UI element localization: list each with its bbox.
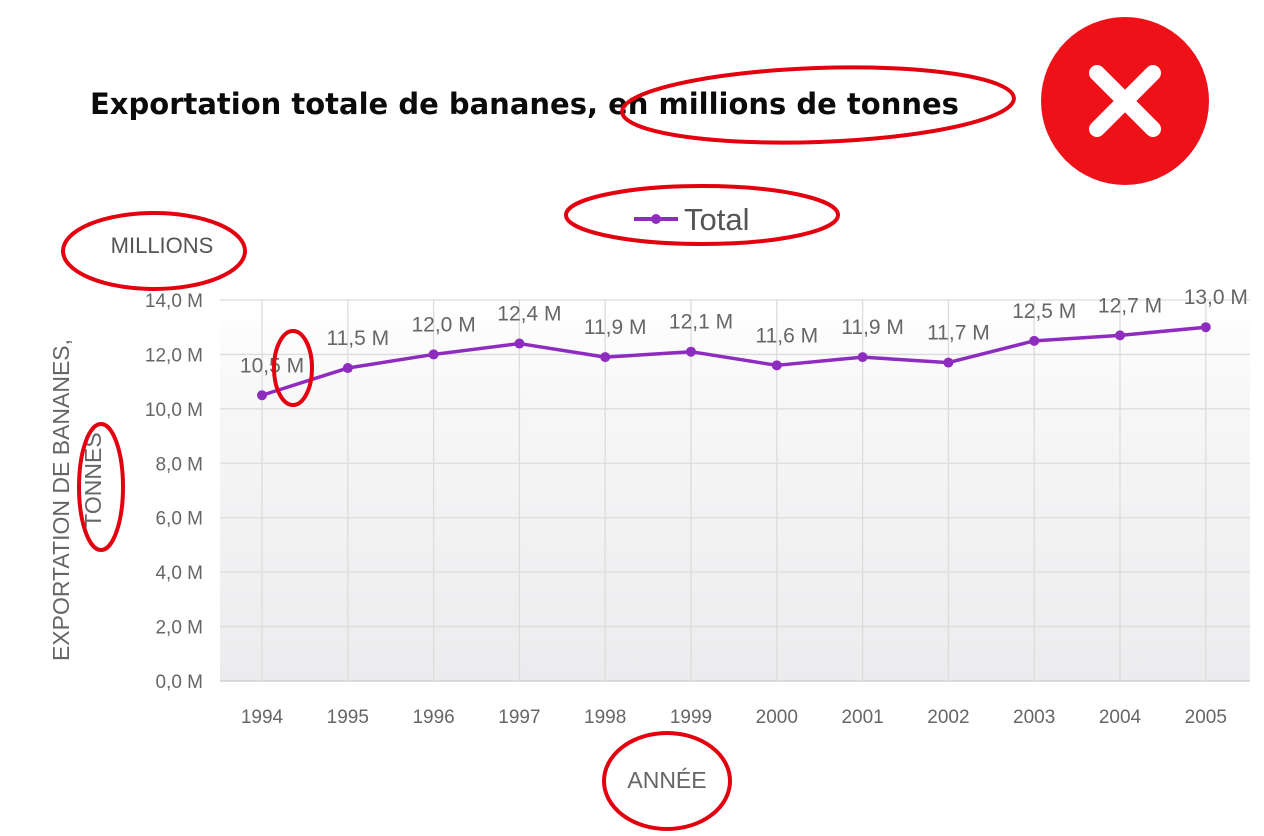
data-label: 13,0 M — [1184, 286, 1248, 309]
y-axis-title-line1: EXPORTATION DE BANANES, — [48, 339, 74, 661]
x-tick-label: 1994 — [241, 707, 284, 728]
annotation-ellipse-title-unit — [620, 65, 1016, 145]
annotation-ellipse-unit-label — [61, 211, 247, 291]
y-tick-label: 6,0 M — [155, 509, 203, 530]
legend-swatch-dot — [651, 214, 661, 224]
close-icon — [1089, 65, 1161, 137]
x-tick-label: 2003 — [1013, 707, 1055, 728]
data-label: 12,7 M — [1098, 294, 1162, 317]
data-point — [771, 360, 782, 371]
x-tick-labels: 1994 1995 1996 1997 1998 1999 2000 2001 2002 2003… — [241, 707, 1227, 728]
y-axis-title: EXPORTATION DE BANANES, TONNES — [48, 339, 106, 661]
y-tick-label: 8,0 M — [155, 454, 203, 475]
data-label: 12,0 M — [411, 313, 475, 336]
data-point — [686, 346, 696, 357]
y-tick-label: 10,0 M — [145, 400, 203, 421]
data-point — [342, 363, 353, 374]
data-label: 12,1 M — [669, 311, 733, 334]
data-labels: 10,5 M 11,5 M 12,0 M 12,4 M 11,9 M 12,1 M 11,6… — [240, 286, 1248, 377]
series-layer — [257, 322, 1211, 401]
correction-annotations — [61, 65, 1016, 831]
data-point — [1115, 330, 1125, 341]
data-label: 11,7 M — [927, 322, 990, 345]
x-tick-label: 1995 — [327, 707, 369, 728]
data-label: 11,6 M — [755, 324, 818, 347]
x-tick-label: 2000 — [756, 707, 798, 728]
x-tick-label: 2004 — [1099, 707, 1142, 728]
y-tick-label: 12,0 M — [145, 345, 203, 366]
data-point — [1029, 335, 1040, 346]
data-point — [943, 357, 954, 368]
unit-label: MILLIONS — [111, 233, 214, 258]
annotation-ellipse-legend — [564, 184, 840, 246]
series-line — [260, 325, 1208, 397]
data-label: 10,5 M — [240, 354, 304, 377]
y-tick-label: 0,0 M — [155, 672, 203, 693]
data-label: 11,9 M — [584, 316, 647, 339]
data-point — [857, 352, 868, 363]
x-tick-label: 1998 — [584, 707, 626, 728]
y-tick-labels: 0,0 M 2,0 M 4,0 M 6,0 M 8,0 M 10,0 M 12,0 M 14,… — [145, 291, 203, 693]
data-label: 11,9 M — [841, 316, 904, 339]
data-label: 12,5 M — [1012, 300, 1076, 323]
plot-area — [220, 300, 1250, 681]
data-label: 12,4 M — [497, 303, 561, 326]
data-point — [600, 352, 611, 363]
x-tick-label: 1996 — [412, 707, 454, 728]
x-tick-label: 2002 — [927, 707, 969, 728]
annotation-ellipse-tonnes — [77, 422, 125, 552]
annotation-ellipse-first-label — [272, 329, 314, 407]
x-tick-label: 1999 — [670, 707, 712, 728]
data-point — [428, 349, 439, 360]
x-tick-label: 2005 — [1185, 707, 1227, 728]
data-label: 11,5 M — [326, 327, 389, 350]
annotation-ellipse-x-title — [602, 731, 732, 831]
x-tick-label: 1997 — [498, 707, 540, 728]
x-axis-title: ANNÉE — [627, 767, 706, 793]
legend: Total — [634, 202, 749, 237]
error-badge — [1041, 17, 1209, 185]
y-tick-label: 14,0 M — [145, 291, 203, 312]
data-point — [514, 338, 525, 349]
chart-title: Exportation totale de bananes, en millio… — [90, 87, 959, 121]
data-point — [1200, 322, 1211, 333]
y-tick-label: 2,0 M — [155, 618, 203, 639]
x-tick-label: 2001 — [841, 707, 883, 728]
data-point — [257, 390, 267, 401]
legend-label: Total — [684, 202, 749, 237]
grid-layer — [220, 299, 1250, 682]
y-tick-label: 4,0 M — [155, 563, 203, 584]
